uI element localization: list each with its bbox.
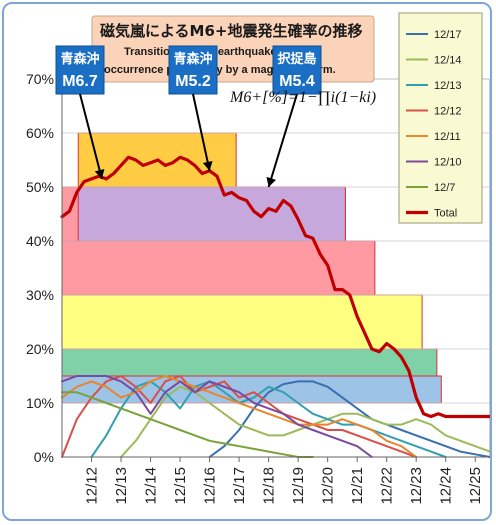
x-tick-label-5: 12/17 [231, 467, 248, 505]
band-3 [61, 240, 376, 296]
callout-location-1: 青森沖 [173, 51, 212, 67]
callout-arrow-2 [267, 93, 298, 188]
series-line-0 [208, 380, 490, 458]
callout-1: 青森沖 M5.2 [168, 45, 218, 172]
callout-magnitude-1: M5.2 [175, 73, 211, 90]
x-tick-label-11: 12/23 [408, 467, 425, 505]
callout-box-2 [272, 45, 322, 95]
legend-label-4: 12/11 [434, 131, 461, 143]
band-5 [77, 186, 346, 242]
earthquake-callouts: 青森沖 M6.7 青森沖 M5.2 択捉島 M5.4 [55, 45, 322, 188]
x-tick-label-10: 12/22 [379, 467, 396, 505]
y-tick-label-0: 0% [34, 449, 54, 465]
callout-2: 択捉島 M5.4 [266, 45, 322, 188]
legend-label-0: 12/17 [434, 29, 462, 41]
y-tick-label-6: 60% [26, 125, 54, 141]
x-tick-label-4: 12/16 [202, 467, 219, 505]
callout-arrow-0 [79, 93, 103, 180]
legend-label-6: 12/7 [434, 182, 455, 194]
band-2 [61, 294, 423, 350]
x-tick-label-1: 12/13 [113, 467, 130, 505]
x-tick-label-6: 12/18 [261, 467, 278, 505]
legend-label-1: 12/14 [434, 55, 462, 67]
chart-svg: 0%10%20%30%40%50%60%70% 12/12 12/13 12/14 1… [26, 12, 490, 505]
callout-arrow-1 [192, 93, 211, 172]
x-tick-label-7: 12/19 [290, 467, 307, 505]
callout-0: 青森沖 M6.7 [55, 45, 105, 180]
x-tick-label-12: 12/24 [438, 467, 455, 505]
x-tick-label-2: 12/14 [143, 467, 160, 505]
y-tick-label-2: 20% [26, 341, 54, 357]
series-line-3 [61, 375, 418, 458]
title-box: 磁気嵐によるM6+地震発生確率の推移 Transition of M6+ ear… [91, 15, 375, 83]
y-tick-label-5: 50% [26, 179, 54, 195]
callout-box-1 [168, 45, 218, 95]
legend: 12/17 12/14 12/13 12/12 12/11 12/10 12/7 Total [398, 12, 483, 224]
band-1 [61, 348, 438, 377]
callout-magnitude-2: M5.4 [279, 73, 315, 90]
series-lines [60, 155, 490, 458]
callout-arrowhead-2 [266, 176, 277, 187]
legend-label-7: Total [434, 208, 457, 220]
chart-title: 磁気嵐によるM6+地震発生確率の推移 [100, 22, 362, 40]
x-tick-label-3: 12/15 [172, 467, 189, 505]
legend-label-3: 12/12 [434, 106, 462, 118]
series-line-7 [60, 155, 490, 419]
callout-location-0: 青森沖 [60, 51, 99, 67]
callout-magnitude-0: M6.7 [62, 73, 98, 90]
x-tick-label-0: 12/12 [84, 467, 101, 505]
legend-label-2: 12/13 [434, 80, 462, 92]
series-line-4 [61, 375, 418, 458]
probability-formula: M6+[%]=1−∏i(1−ki) [229, 89, 376, 106]
series-line-5 [61, 375, 373, 458]
x-tick-label-8: 12/20 [320, 467, 337, 505]
y-tick-label-7: 70% [26, 71, 54, 87]
callout-arrowhead-0 [94, 168, 105, 179]
y-axis: 0% 10% 20% 30% 40% 50% 60% 70% [26, 71, 63, 465]
y-tick-label-3: 30% [26, 287, 54, 303]
series-line-6 [61, 391, 314, 458]
x-axis: 12/12 12/13 12/14 12/15 12/16 12/17 12/18 12/19… [62, 456, 490, 505]
chart-frame: 0% 10% 20% 30% 40% 50% 60% 70% 12/12 12/13 12/14 1… [2, 2, 492, 521]
legend-label-5: 12/10 [434, 157, 462, 169]
x-tick-label-9: 12/21 [349, 467, 366, 505]
y-tick-label-4: 40% [26, 233, 54, 249]
callout-location-2: 択捉島 [277, 51, 316, 67]
callout-arrowhead-1 [202, 160, 213, 171]
y-tick-label-1: 10% [26, 395, 54, 411]
x-tick-label-13: 12/25 [467, 467, 484, 505]
probability-bands [61, 132, 442, 404]
